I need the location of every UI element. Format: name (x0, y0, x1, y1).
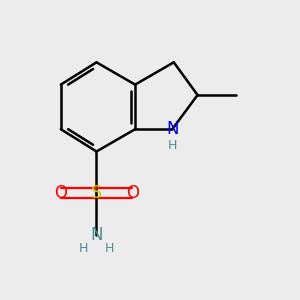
Text: O: O (54, 184, 67, 202)
Text: N: N (90, 226, 103, 244)
Text: N: N (166, 120, 178, 138)
Text: O: O (126, 184, 139, 202)
Text: S: S (91, 184, 102, 202)
Text: H: H (105, 242, 115, 255)
Text: H: H (168, 139, 177, 152)
Text: H: H (78, 242, 88, 255)
